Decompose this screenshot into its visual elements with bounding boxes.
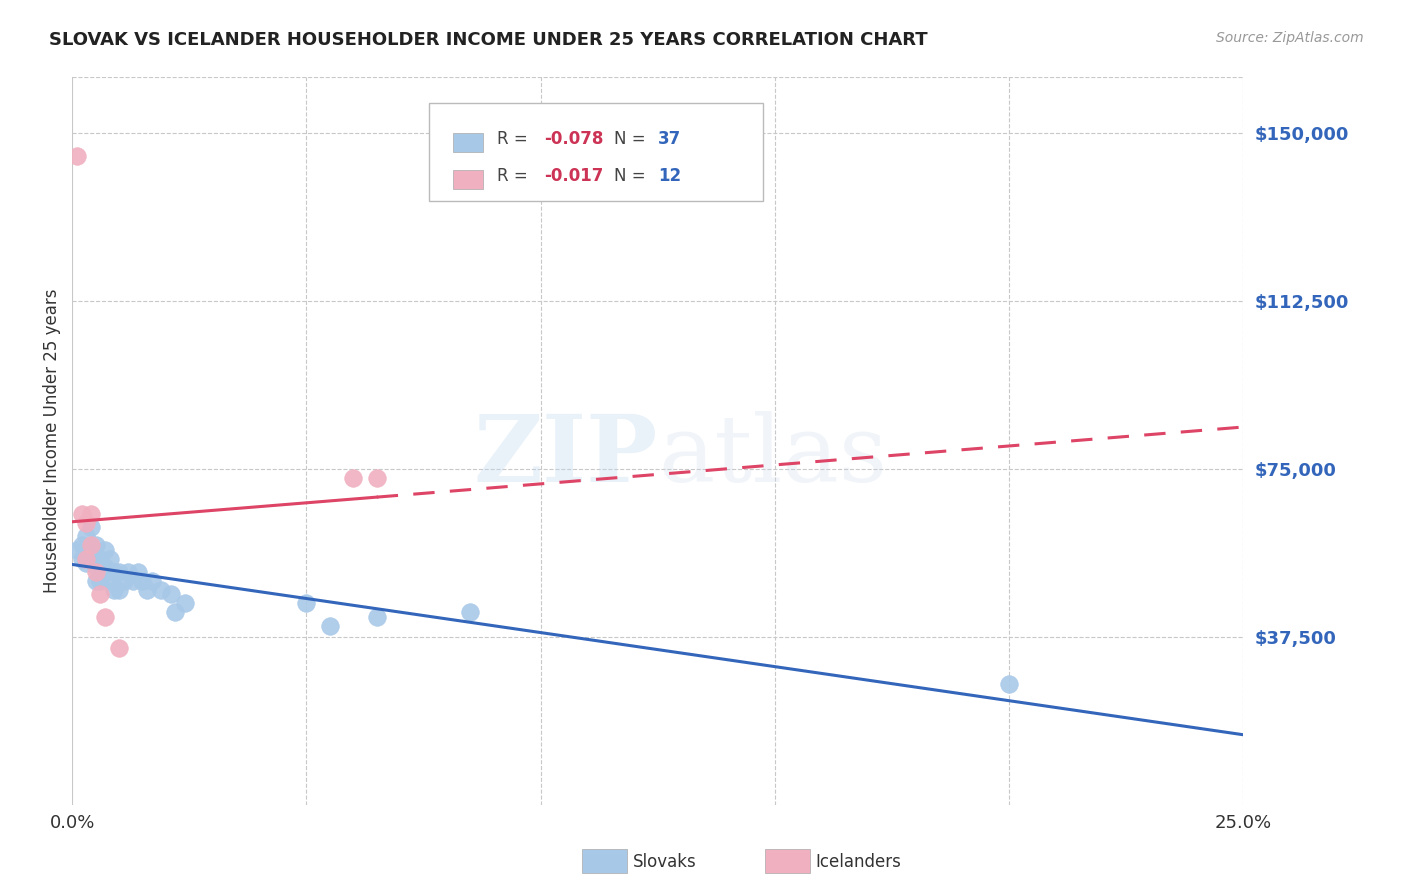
Point bbox=[998, 677, 1021, 691]
FancyBboxPatch shape bbox=[453, 134, 484, 153]
Point bbox=[75, 556, 97, 570]
Point bbox=[89, 587, 111, 601]
Point bbox=[94, 609, 117, 624]
Text: N =: N = bbox=[614, 167, 651, 185]
Point bbox=[84, 538, 107, 552]
Y-axis label: Householder Income Under 25 years: Householder Income Under 25 years bbox=[44, 289, 60, 593]
Text: 12: 12 bbox=[658, 167, 681, 185]
FancyBboxPatch shape bbox=[429, 103, 763, 201]
Point bbox=[75, 551, 97, 566]
Text: Source: ZipAtlas.com: Source: ZipAtlas.com bbox=[1216, 31, 1364, 45]
Point bbox=[70, 551, 93, 566]
Point bbox=[342, 471, 364, 485]
Point bbox=[80, 507, 103, 521]
Point bbox=[460, 605, 482, 619]
Text: Slovaks: Slovaks bbox=[633, 853, 696, 871]
Point bbox=[122, 574, 145, 588]
Text: -0.078: -0.078 bbox=[544, 130, 603, 148]
Point bbox=[117, 565, 139, 579]
Point bbox=[366, 609, 388, 624]
Point bbox=[165, 605, 187, 619]
Point bbox=[108, 582, 131, 597]
Point bbox=[84, 574, 107, 588]
Point bbox=[94, 560, 117, 574]
Point bbox=[103, 565, 125, 579]
Text: -0.017: -0.017 bbox=[544, 167, 603, 185]
Point bbox=[80, 520, 103, 534]
Text: R =: R = bbox=[498, 130, 533, 148]
Point bbox=[70, 538, 93, 552]
Text: Icelanders: Icelanders bbox=[815, 853, 901, 871]
Point bbox=[127, 565, 149, 579]
Point bbox=[70, 507, 93, 521]
Point bbox=[108, 565, 131, 579]
Point bbox=[141, 574, 163, 588]
Point bbox=[366, 471, 388, 485]
Text: ZIP: ZIP bbox=[474, 410, 658, 500]
Text: atlas: atlas bbox=[658, 410, 887, 500]
Point bbox=[136, 582, 159, 597]
Point bbox=[131, 574, 153, 588]
Text: 37: 37 bbox=[658, 130, 681, 148]
Text: R =: R = bbox=[498, 167, 533, 185]
Point bbox=[66, 542, 89, 557]
Point bbox=[98, 551, 121, 566]
Point bbox=[89, 551, 111, 566]
Point bbox=[75, 516, 97, 530]
Point bbox=[98, 574, 121, 588]
Point bbox=[75, 542, 97, 557]
Point bbox=[80, 538, 103, 552]
Point bbox=[173, 596, 195, 610]
Point bbox=[84, 560, 107, 574]
Point bbox=[94, 542, 117, 557]
Point bbox=[159, 587, 181, 601]
Point bbox=[75, 529, 97, 543]
Point bbox=[319, 618, 342, 632]
Point bbox=[150, 582, 173, 597]
Point bbox=[108, 641, 131, 656]
Point bbox=[89, 574, 111, 588]
Point bbox=[103, 582, 125, 597]
Point bbox=[80, 551, 103, 566]
Text: SLOVAK VS ICELANDER HOUSEHOLDER INCOME UNDER 25 YEARS CORRELATION CHART: SLOVAK VS ICELANDER HOUSEHOLDER INCOME U… bbox=[49, 31, 928, 49]
Point bbox=[84, 565, 107, 579]
Point bbox=[66, 149, 89, 163]
FancyBboxPatch shape bbox=[453, 169, 484, 189]
Point bbox=[112, 574, 135, 588]
Text: N =: N = bbox=[614, 130, 651, 148]
Point bbox=[295, 596, 318, 610]
